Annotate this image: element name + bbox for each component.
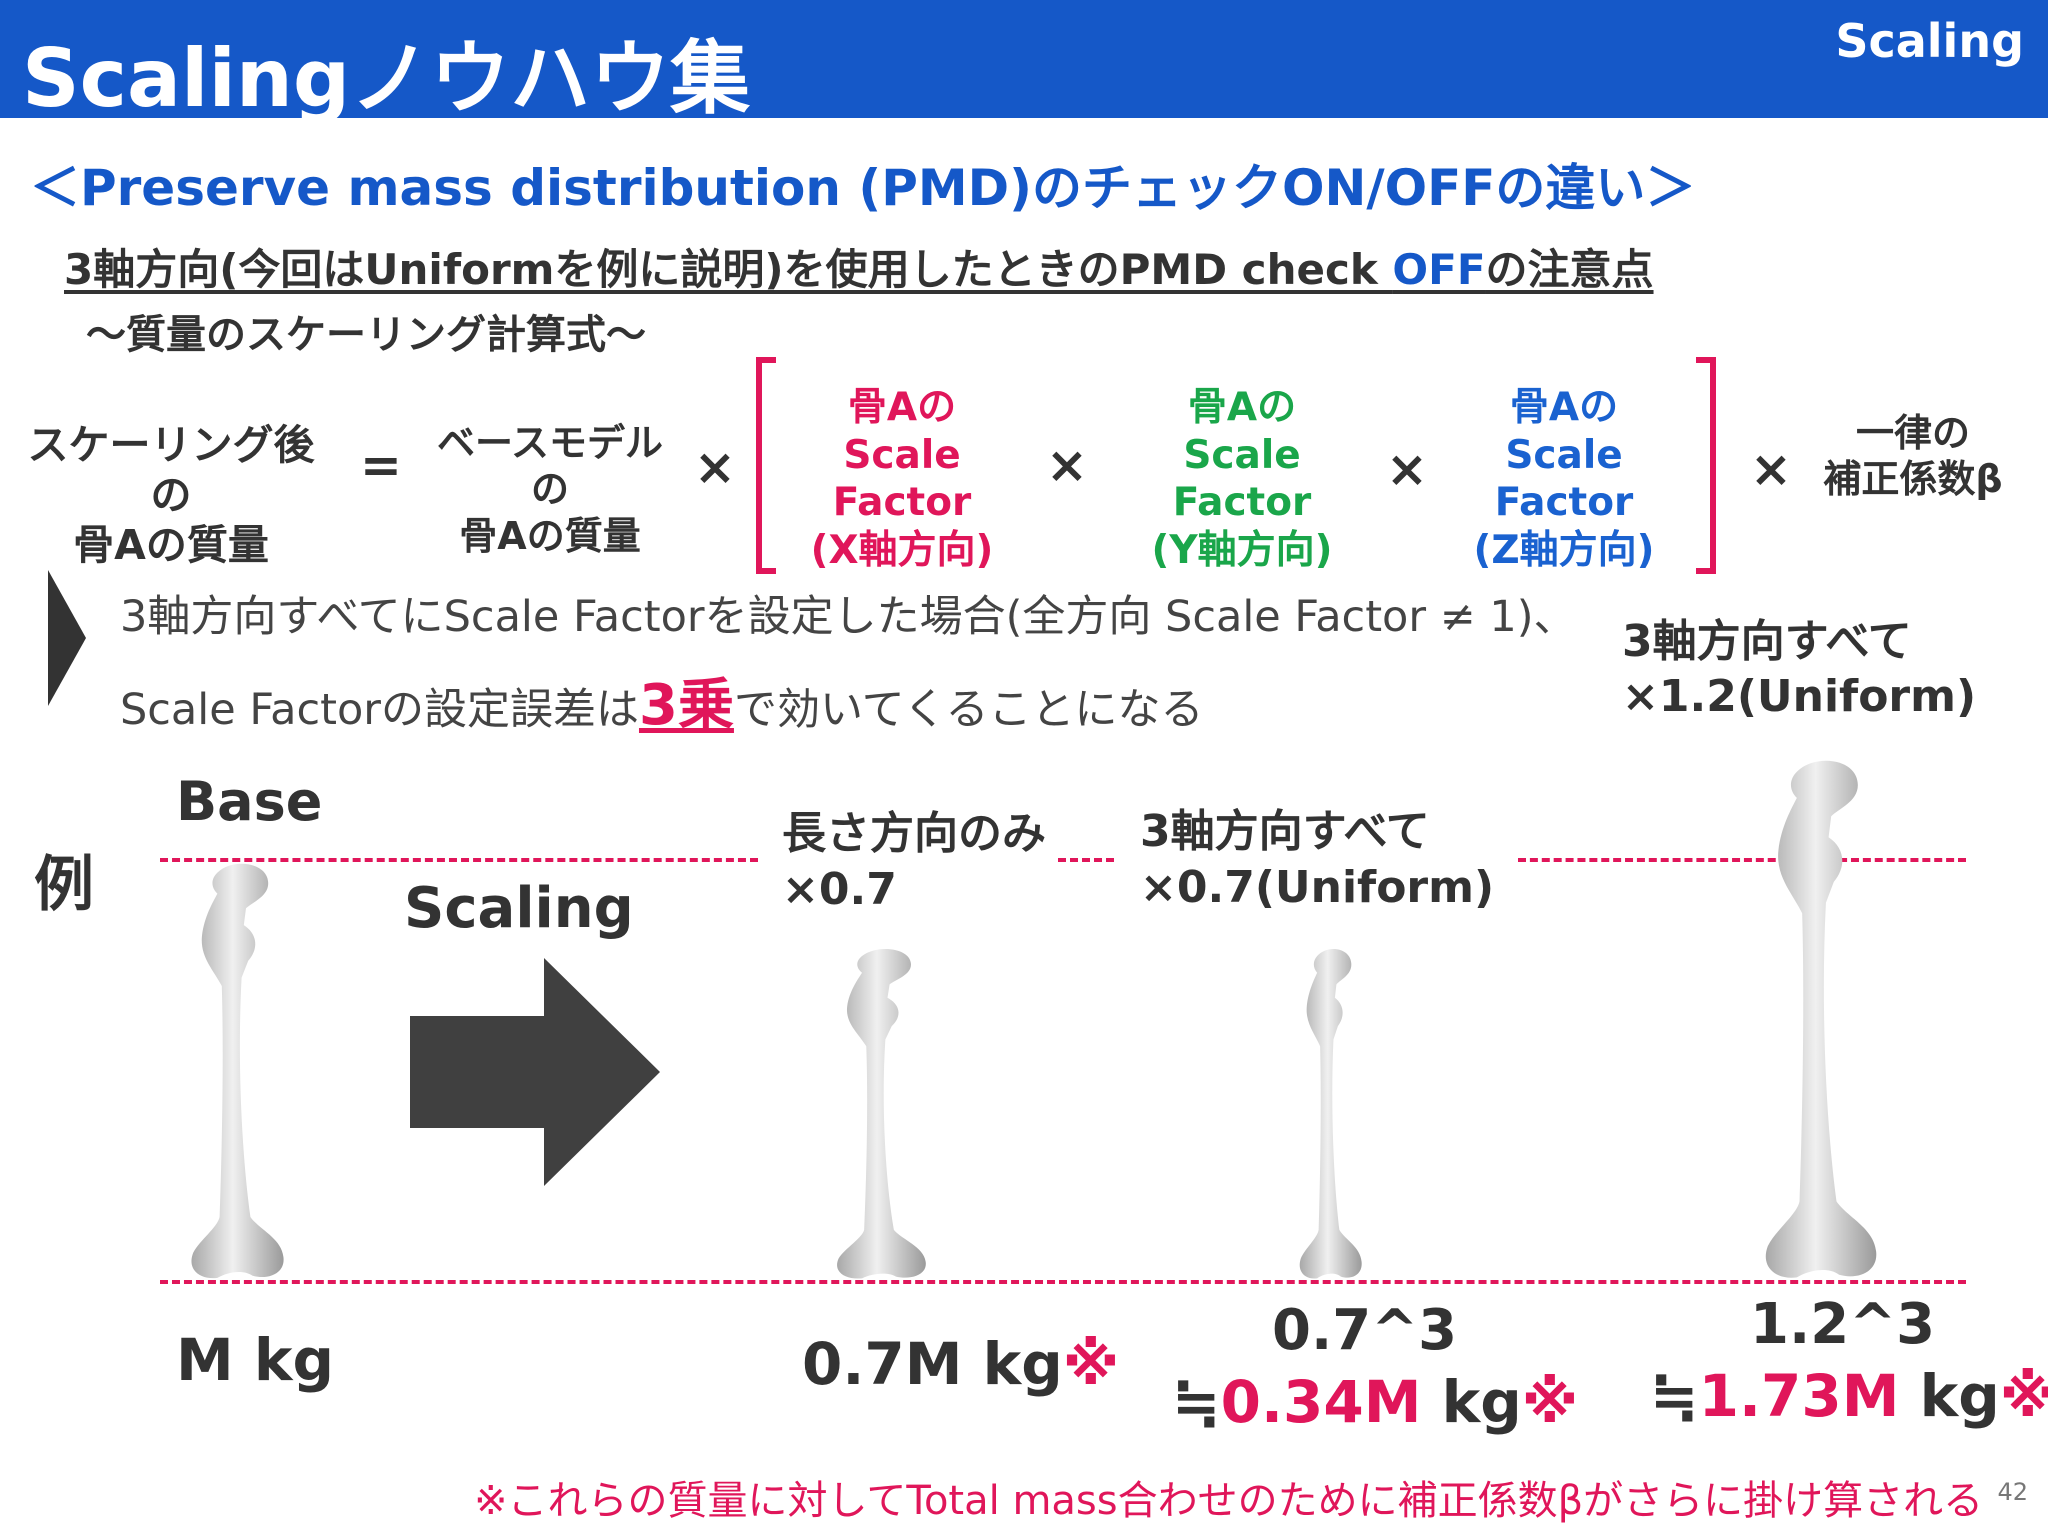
bullet-line-2: Scale Factorの設定誤差は3乗で効いてくることになる bbox=[120, 660, 1204, 741]
formula-equals: = bbox=[360, 436, 402, 494]
formula-times: × bbox=[1386, 440, 1428, 498]
bullet-emphasis: 3乗 bbox=[638, 673, 734, 738]
mass-case3: ≒1.73M kg※ bbox=[1650, 1362, 2048, 1430]
subheading-pre: 3軸方向(今回はUniformを例に説明)を使用したときのPMD check bbox=[64, 245, 1393, 294]
factor-z-line: 骨Aの bbox=[1509, 385, 1619, 430]
scaling-label: Scaling bbox=[404, 876, 634, 941]
factor-y-line: 骨Aの bbox=[1187, 385, 1297, 430]
factor-y-line: Scale Factor bbox=[1172, 432, 1312, 526]
case1-femur-image bbox=[837, 948, 926, 1279]
formula-correction-line: 一律の bbox=[1855, 411, 1970, 455]
bottom-reference-line bbox=[160, 1280, 1966, 1284]
formula-correction-line: 補正係数β bbox=[1823, 457, 2003, 502]
page-title: Scalingノウハウ集 bbox=[22, 32, 751, 125]
section-title: ＜Preserve mass distribution (PMD)のチェックON… bbox=[30, 159, 1696, 217]
top-reference-line bbox=[160, 858, 758, 862]
bullet-line-2-post: で効いてくることになる bbox=[733, 685, 1204, 735]
factor-z-line: (Z軸方向) bbox=[1473, 527, 1655, 573]
factor-z-line: Scale Factor bbox=[1494, 432, 1634, 526]
chevron-right-icon bbox=[48, 570, 86, 706]
case2-label: 3軸方向すべて ×0.7(Uniform) bbox=[1140, 804, 1494, 916]
header-tag: Scaling bbox=[1835, 14, 2024, 68]
mass-case3-approx: ≒ bbox=[1650, 1362, 1699, 1430]
formula-base-line: 骨Aの質量 bbox=[459, 513, 641, 558]
bracket-right bbox=[1696, 357, 1716, 574]
mass-base: M kg bbox=[176, 1326, 334, 1394]
factor-x-line: (X軸方向) bbox=[810, 527, 994, 573]
case3-label-line: ×1.2(Uniform) bbox=[1622, 671, 1977, 722]
factor-x: 骨Aの Scale Factor (X軸方向) bbox=[770, 384, 1034, 574]
case1-label-line: 長さ方向のみ bbox=[782, 808, 1046, 859]
mass-case2: ≒0.34M kg※ bbox=[1172, 1368, 1578, 1436]
case3-femur-image bbox=[1765, 760, 1877, 1278]
formula-correction: 一律の 補正係数β bbox=[1808, 410, 2018, 503]
case1-label: 長さ方向のみ ×0.7 bbox=[782, 806, 1046, 918]
factor-y: 骨Aの Scale Factor (Y軸方向) bbox=[1108, 384, 1376, 574]
formula-title: ～質量のスケーリング計算式～ bbox=[86, 312, 646, 358]
factor-z: 骨Aの Scale Factor (Z軸方向) bbox=[1430, 384, 1698, 574]
mass-case2-power: 0.7^3 bbox=[1272, 1298, 1458, 1363]
subheading: 3軸方向(今回はUniformを例に説明)を使用したときのPMD check O… bbox=[64, 236, 1654, 297]
formula-times: × bbox=[1046, 436, 1088, 494]
example-label: 例 bbox=[34, 850, 94, 920]
factor-y-line: (Y軸方向) bbox=[1151, 527, 1333, 573]
formula-times: × bbox=[1750, 440, 1792, 498]
mass-case2-value: 0.34M bbox=[1220, 1368, 1422, 1436]
footnote: ※これらの質量に対してTotal mass合わせのために補正係数βがさらに掛け算… bbox=[474, 1478, 1984, 1524]
mass-case2-approx: ≒ bbox=[1172, 1368, 1221, 1436]
formula-times: × bbox=[694, 438, 736, 496]
case2-femur-image bbox=[1299, 948, 1362, 1279]
case3-label: 3軸方向すべて ×1.2(Uniform) bbox=[1622, 614, 1976, 724]
formula-base-line: ベースモデルの bbox=[436, 421, 664, 512]
mass-case3-power: 1.2^3 bbox=[1750, 1292, 1936, 1357]
subheading-highlight: OFF bbox=[1392, 245, 1486, 294]
mass-case1: 0.7M kg※ bbox=[802, 1330, 1119, 1398]
bullet-line-1: 3軸方向すべてにScale Factorを設定した場合(全方向 Scale Fa… bbox=[120, 592, 1577, 642]
case3-label-line: 3軸方向すべて bbox=[1622, 616, 1912, 667]
factor-x-line: 骨Aの bbox=[847, 385, 957, 430]
bracket-left bbox=[756, 357, 776, 574]
case2-label-line: 3軸方向すべて bbox=[1140, 806, 1430, 857]
case1-label-line: ×0.7 bbox=[782, 863, 897, 915]
header-bar bbox=[0, 0, 2048, 118]
top-reference-line bbox=[1518, 858, 1966, 862]
case2-label-line: ×0.7(Uniform) bbox=[1140, 861, 1495, 913]
mass-case3-value: 1.73M bbox=[1698, 1362, 1900, 1430]
top-reference-line bbox=[1058, 858, 1114, 862]
formula-base: ベースモデルの 骨Aの質量 bbox=[420, 420, 680, 559]
mass-case2-unit: kg bbox=[1421, 1368, 1522, 1436]
formula-lhs-line: 骨Aの質量 bbox=[73, 521, 269, 570]
formula-lhs-line: スケーリング後の bbox=[27, 421, 315, 520]
mass-case1-value: 0.7M kg bbox=[802, 1330, 1063, 1398]
subheading-post: の注意点 bbox=[1485, 245, 1654, 294]
mass-case1-mark: ※ bbox=[1062, 1330, 1120, 1398]
mass-case3-unit: kg bbox=[1899, 1362, 2000, 1430]
base-femur-image bbox=[191, 863, 284, 1279]
formula-lhs: スケーリング後の 骨Aの質量 bbox=[16, 420, 326, 570]
mass-case2-mark: ※ bbox=[1521, 1368, 1579, 1436]
mass-case3-mark: ※ bbox=[2000, 1362, 2048, 1430]
page-number: 42 bbox=[1997, 1478, 2028, 1506]
factor-x-line: Scale Factor bbox=[832, 432, 972, 526]
bullet-line-2-pre: Scale Factorの設定誤差は bbox=[120, 685, 639, 735]
base-label: Base bbox=[176, 770, 323, 833]
arrow-right-icon bbox=[410, 958, 660, 1186]
